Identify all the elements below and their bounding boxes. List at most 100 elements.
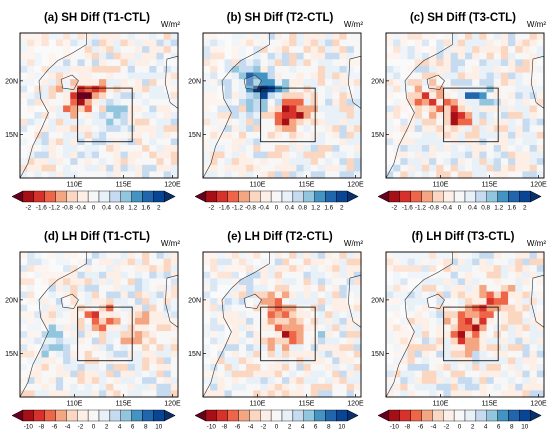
heat-cell [493,105,502,113]
heat-cell [386,151,394,159]
heat-cell [246,138,254,146]
heat-cell [386,112,394,120]
heat-cell [536,298,545,306]
heat-cell [522,331,531,339]
heat-cell [429,383,437,392]
heat-cell [77,33,86,41]
heat-cell [99,317,107,326]
heat-cell [400,105,409,113]
heat-cell [522,98,531,107]
colorbar-swatch [249,190,261,203]
heat-cell [443,171,452,179]
heat-cell [515,258,524,266]
heat-cell [63,33,71,41]
heat-cell [231,52,240,60]
x-tick-label: 115E [299,401,315,408]
heat-cell [142,350,150,359]
heat-cell [353,85,362,93]
heat-cell [267,92,276,100]
heat-cell [41,98,50,107]
heat-cell [457,151,466,159]
heat-cell [508,364,516,372]
heat-cell [84,258,93,266]
colorbar-max-arrow [347,409,359,422]
heat-cell [77,252,86,260]
heat-cell [443,271,452,279]
heat-cell [289,98,297,107]
heat-cell [339,258,348,266]
colorbar-min-arrow [194,409,207,422]
heat-cell [536,79,545,87]
heat-cell [156,39,165,47]
heat-cell [77,284,86,293]
heat-cell [260,164,269,173]
heat-cell [450,350,459,359]
heat-cell [450,337,459,345]
heat-cell [303,252,312,260]
heat-cell [310,46,319,54]
heat-cell [346,370,355,378]
heat-cell [529,344,538,352]
heat-cell [303,98,312,107]
heat-cell [529,158,538,166]
heat-cell [289,265,297,273]
heat-cell [203,72,211,80]
heat-cell [70,265,79,273]
heat-cell [84,118,93,126]
heat-cell [203,79,211,87]
heat-cell [170,65,179,74]
heat-cell [515,118,524,126]
colorbar-swatch [238,409,250,422]
heat-cell [515,85,524,93]
heat-cell [421,377,430,385]
heat-cell [134,138,143,146]
heat-cell [457,284,466,293]
heat-cell [407,105,416,113]
colorbar-swatch [44,409,56,422]
heat-cell [142,344,150,352]
heat-cell [156,344,165,352]
heat-cell [224,350,233,359]
heat-cell [41,337,50,345]
heat-cell [339,350,348,359]
heat-cell [325,118,333,126]
heat-cell [91,370,100,378]
heat-cell [84,298,93,306]
colorbar-tick-label: -0.4 [75,205,86,212]
heat-cell [274,79,283,87]
heat-cell [443,145,452,153]
heat-cell [77,65,86,74]
heat-cell [303,304,312,312]
heat-cell [317,344,326,352]
heat-cell [310,304,319,312]
heat-cell [479,258,488,266]
heat-cell [508,390,516,398]
focus-box [443,306,499,362]
heat-cell [106,271,114,279]
heat-cell [41,171,50,179]
heat-cell [27,324,35,332]
heat-cell [436,377,445,385]
heat-cell [289,85,297,93]
heat-cell [479,317,488,326]
heat-cell [91,118,100,126]
heat-cell [457,344,466,352]
heat-cell [486,265,495,273]
heat-cell [70,118,79,126]
heat-cell [282,85,290,93]
heat-cell [407,383,416,392]
heat-cell [63,271,71,279]
heat-cell [346,72,355,80]
heat-cell [246,79,254,87]
heat-cell [450,125,459,133]
heat-cell [238,105,247,113]
heat-cell [217,265,226,273]
heat-cell [203,252,211,260]
heat-cell [253,324,262,332]
heat-cell [20,138,28,146]
heat-cell [493,265,502,273]
heat-cell [472,350,480,359]
heat-cell [339,85,348,93]
heat-cell [41,151,50,159]
